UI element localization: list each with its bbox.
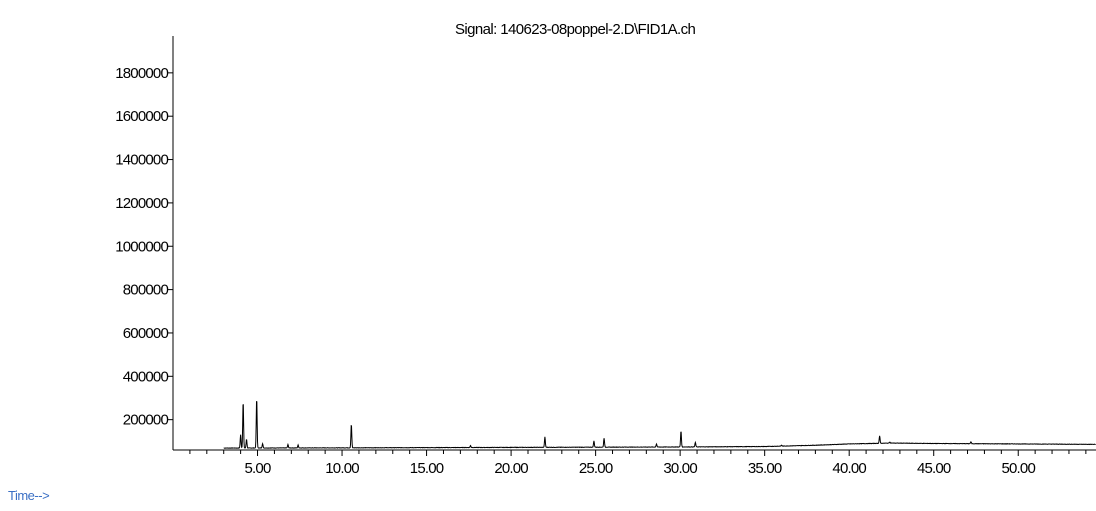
x-axis: 5.00 10.00 15.00 20.00 25.00 30.00 35.00 40.00 4… bbox=[173, 449, 1096, 477]
x-tick-label: 5.00 bbox=[245, 460, 271, 477]
x-tick-label: 10.00 bbox=[325, 460, 359, 477]
chart-title: Signal: 140623-08poppel-2.D\FID1A.ch bbox=[455, 21, 695, 38]
x-tick-label: 15.00 bbox=[410, 460, 444, 477]
y-tick-label: 1600000 bbox=[115, 108, 168, 125]
x-tick-label: 30.00 bbox=[663, 460, 697, 477]
y-tick-label: 1000000 bbox=[115, 238, 168, 255]
y-tick-label: 400000 bbox=[123, 368, 169, 385]
x-tick-label: 20.00 bbox=[494, 460, 528, 477]
signal-trace-line bbox=[223, 400, 1096, 449]
x-tick-label: 35.00 bbox=[748, 460, 782, 477]
y-axis: 200000 400000 600000 800000 1000000 1200000 14… bbox=[115, 36, 174, 450]
x-tick-label: 45.00 bbox=[917, 460, 951, 477]
x-tick-label: 25.00 bbox=[579, 460, 613, 477]
y-tick-label: 800000 bbox=[123, 282, 169, 299]
x-tick-label: 40.00 bbox=[832, 460, 866, 477]
y-tick-label: 200000 bbox=[123, 412, 169, 429]
y-tick-label: 1400000 bbox=[115, 152, 168, 169]
y-tick-label: 1800000 bbox=[115, 65, 168, 82]
y-tick-label: 1200000 bbox=[115, 195, 168, 212]
x-axis-label: Time--> bbox=[8, 488, 49, 503]
x-tick-label: 50.00 bbox=[1001, 460, 1035, 477]
y-tick-label: 600000 bbox=[123, 325, 169, 342]
